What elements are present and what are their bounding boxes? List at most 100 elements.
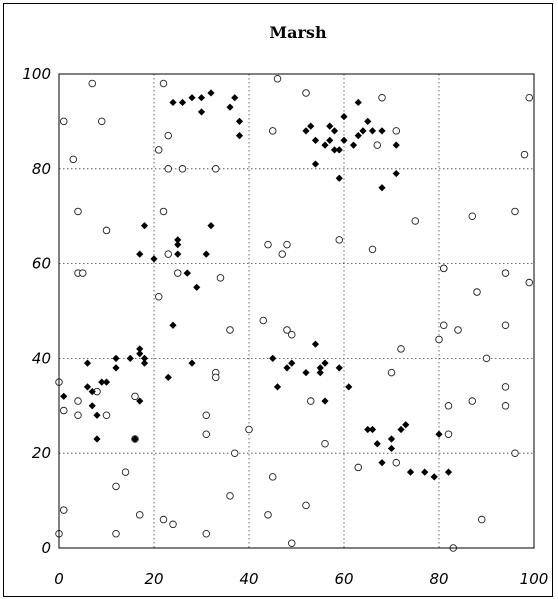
- data-point-open-circle: [525, 93, 534, 102]
- data-point-open-circle: [164, 165, 172, 173]
- data-point-open-circle: [112, 482, 120, 491]
- data-point-filled-diamond: [235, 117, 244, 125]
- data-point-open-circle: [392, 458, 401, 467]
- data-point-filled-diamond: [140, 354, 149, 362]
- data-point-open-circle: [154, 146, 163, 154]
- data-point-filled-diamond: [302, 369, 310, 377]
- data-point-filled-diamond: [136, 397, 144, 405]
- data-point-filled-diamond: [207, 89, 215, 97]
- data-point-open-circle: [60, 117, 68, 126]
- data-point-filled-diamond: [392, 169, 400, 178]
- data-point-open-circle: [440, 321, 448, 329]
- data-point-filled-diamond: [193, 283, 201, 291]
- x-tick-label: 100: [520, 570, 549, 588]
- data-point-open-circle: [164, 131, 172, 140]
- data-point-filled-diamond: [354, 132, 362, 140]
- data-point-filled-diamond: [140, 359, 149, 367]
- data-point-filled-diamond: [188, 94, 196, 102]
- data-point-filled-diamond: [169, 321, 177, 329]
- data-point-open-circle: [112, 530, 120, 538]
- data-point-open-circle: [230, 449, 239, 457]
- data-point-filled-diamond: [140, 222, 149, 230]
- x-tick-labels: 0 20 40 60 80 100: [54, 570, 548, 588]
- data-point-open-circle: [478, 515, 486, 524]
- data-point-filled-diamond: [174, 241, 182, 249]
- data-point-filled-diamond: [397, 425, 405, 434]
- data-point-open-circle: [159, 79, 168, 88]
- data-point-filled-diamond: [302, 127, 310, 135]
- data-point-open-circle: [74, 411, 82, 420]
- data-point-open-circle: [169, 520, 177, 529]
- data-point-filled-diamond: [93, 435, 101, 443]
- series-filled-diamonds: [60, 89, 453, 481]
- data-point-open-circle: [264, 240, 272, 249]
- data-point-filled-diamond: [93, 411, 101, 419]
- data-point-open-circle: [444, 430, 453, 438]
- y-tick-label: 60: [32, 255, 51, 273]
- chart-frame: Marsh 0 20 40 60 80 100 0 20 40 60 80 100: [3, 3, 553, 597]
- data-point-filled-diamond: [164, 373, 172, 381]
- data-point-open-circle: [482, 354, 491, 363]
- data-point-filled-diamond: [364, 117, 372, 125]
- data-point-filled-diamond: [387, 444, 396, 453]
- data-point-open-circle: [397, 345, 405, 353]
- data-point-open-circle: [173, 269, 182, 277]
- data-point-open-circle: [74, 397, 82, 405]
- data-point-filled-diamond: [150, 255, 158, 263]
- data-point-filled-diamond: [321, 397, 329, 405]
- series-open-circles: [55, 74, 534, 552]
- data-point-filled-diamond: [288, 359, 296, 367]
- data-point-open-circle: [60, 506, 68, 514]
- data-point-open-circle: [121, 468, 130, 476]
- data-point-filled-diamond: [406, 468, 415, 476]
- data-point-filled-diamond: [283, 364, 291, 372]
- data-point-filled-diamond: [378, 127, 386, 135]
- data-point-filled-diamond: [311, 340, 320, 348]
- x-tick-label: 60: [334, 570, 353, 588]
- data-point-open-circle: [520, 150, 529, 159]
- data-point-open-circle: [202, 411, 210, 420]
- data-point-filled-diamond: [112, 364, 120, 372]
- data-point-filled-diamond: [235, 132, 244, 140]
- data-point-filled-diamond: [136, 350, 144, 358]
- data-point-open-circle: [178, 165, 187, 173]
- plot-area-border: [58, 73, 535, 549]
- data-point-open-circle: [387, 368, 396, 377]
- data-point-open-circle: [288, 539, 296, 548]
- data-point-open-circle: [283, 326, 291, 334]
- data-point-filled-diamond: [326, 136, 334, 144]
- y-tick-label: 100: [22, 65, 51, 83]
- data-point-open-circle: [283, 240, 291, 249]
- data-point-filled-diamond: [169, 98, 177, 107]
- data-point-filled-diamond: [316, 369, 324, 377]
- data-point-filled-diamond: [321, 141, 329, 149]
- data-point-filled-diamond: [368, 425, 377, 434]
- data-point-filled-diamond: [311, 136, 320, 144]
- data-point-open-circle: [468, 212, 477, 220]
- data-point-filled-diamond: [231, 94, 239, 102]
- data-point-open-circle: [74, 207, 82, 216]
- data-point-open-circle: [368, 245, 377, 254]
- data-point-open-circle: [525, 278, 534, 287]
- data-point-filled-diamond: [307, 122, 315, 130]
- x-tick-label: 0: [54, 570, 64, 588]
- data-point-filled-diamond: [373, 440, 381, 448]
- data-point-filled-diamond: [188, 359, 196, 367]
- data-point-open-circle: [60, 406, 68, 415]
- data-point-open-circle: [373, 141, 382, 149]
- data-point-open-circle: [78, 269, 87, 277]
- data-point-open-circle: [88, 79, 96, 88]
- data-point-filled-diamond: [202, 250, 210, 258]
- data-point-filled-diamond: [335, 174, 343, 182]
- data-point-filled-diamond: [330, 146, 339, 154]
- y-tick-labels: 0 20 40 60 80 100: [22, 65, 51, 557]
- data-point-open-circle: [159, 515, 168, 524]
- data-point-open-circle: [511, 207, 519, 216]
- data-point-filled-diamond: [174, 250, 182, 258]
- scatter-chart: Marsh 0 20 40 60 80 100 0 20 40 60 80 100: [22, 23, 548, 588]
- data-point-filled-diamond: [435, 430, 443, 438]
- data-point-filled-diamond: [178, 98, 187, 107]
- data-point-filled-diamond: [430, 473, 438, 481]
- data-point-filled-diamond: [197, 94, 206, 102]
- data-point-filled-diamond: [183, 269, 191, 277]
